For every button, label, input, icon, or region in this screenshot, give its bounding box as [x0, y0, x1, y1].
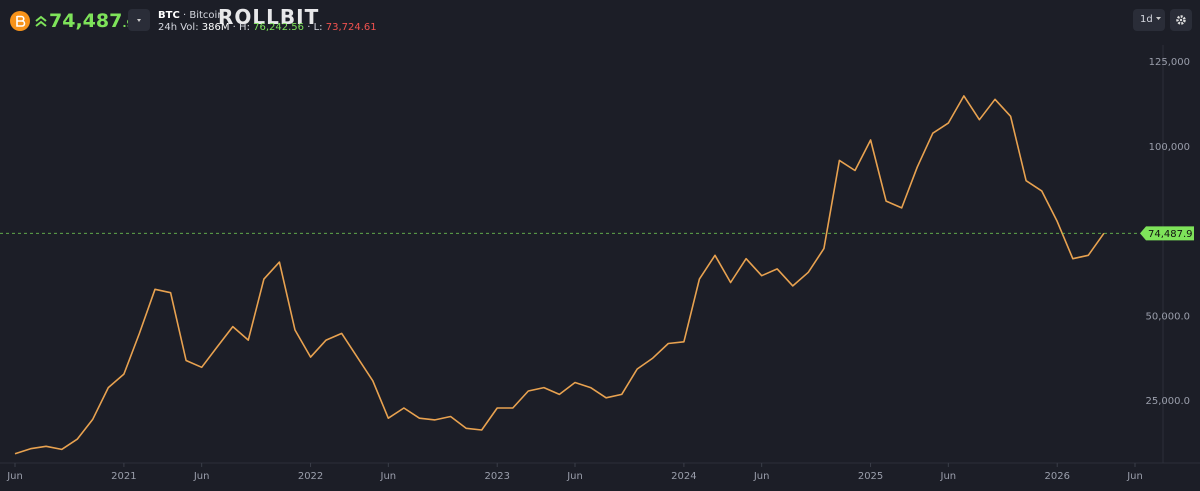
up-icon	[35, 15, 47, 27]
y-tick-label: 100,000	[1149, 142, 1190, 153]
gear-icon	[1176, 15, 1186, 25]
x-tick-label: 2024	[671, 471, 696, 482]
x-tick-label: Jun	[753, 471, 770, 482]
sep: ·	[232, 22, 236, 33]
settings-button[interactable]	[1170, 9, 1192, 31]
interval-dropdown[interactable]: 1d	[1133, 9, 1165, 31]
x-tick-label: Jun	[1126, 471, 1143, 482]
x-tick-label: 2022	[298, 471, 323, 482]
stats-line: 24h Vol: 386M · H: 76,242.56 · L: 73,724…	[158, 22, 377, 33]
y-tick-label: 125,000	[1149, 57, 1190, 68]
symbol-dropdown[interactable]	[128, 9, 150, 31]
sep: ·	[182, 10, 187, 21]
x-tick-label: Jun	[940, 471, 957, 482]
x-tick-label: Jun	[380, 471, 397, 482]
price-line	[14, 95, 1105, 455]
symbol-line: BTC · Bitcoin	[158, 10, 224, 21]
x-tick-label: 2026	[1044, 471, 1069, 482]
last-price-label: 74,487.9	[1148, 229, 1193, 240]
btc-icon	[10, 11, 30, 31]
low-label: L:	[313, 22, 323, 33]
caret	[137, 19, 141, 22]
x-tick-label: Jun	[6, 471, 23, 482]
y-tick-label: 25,000.0	[1145, 396, 1190, 407]
low: 73,724.61	[325, 22, 377, 33]
x-tick-label: Jun	[193, 471, 210, 482]
x-tick-label: 2025	[858, 471, 883, 482]
caret	[1155, 17, 1161, 20]
last-price-tag	[1140, 226, 1194, 241]
high: 76,242.56	[253, 22, 305, 33]
y-tick-label: 50,000.0	[1145, 311, 1190, 322]
sep: ·	[307, 22, 311, 33]
vol: 386M	[201, 22, 230, 33]
symbol: BTC	[158, 10, 180, 21]
x-tick-label: Jun	[566, 471, 583, 482]
x-tick-label: 2023	[484, 471, 509, 482]
price-main: 74,487	[49, 10, 123, 32]
logo: ROLLBIT	[218, 5, 320, 29]
interval: 1d	[1140, 14, 1153, 25]
high-label: H:	[239, 22, 250, 33]
vol-label: 24h Vol:	[158, 22, 199, 33]
x-tick-label: 2021	[111, 471, 136, 482]
name: Bitcoin	[189, 10, 224, 21]
